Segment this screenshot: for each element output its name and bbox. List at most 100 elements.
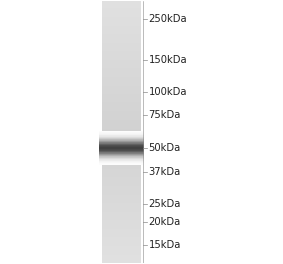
Bar: [102, 197, 142, 198]
Bar: [102, 71, 142, 72]
Bar: [102, 123, 142, 124]
Bar: [102, 96, 142, 97]
Bar: [102, 110, 142, 111]
Bar: [102, 153, 142, 155]
Bar: [102, 46, 142, 48]
Bar: [102, 90, 142, 91]
Bar: [102, 187, 142, 188]
Bar: [102, 185, 142, 186]
Bar: [102, 18, 142, 19]
Bar: [102, 6, 142, 7]
Text: 50kDa: 50kDa: [149, 143, 181, 153]
Bar: [102, 83, 142, 84]
Bar: [102, 190, 142, 191]
Bar: [102, 50, 142, 51]
Bar: [102, 250, 142, 251]
Bar: [102, 152, 142, 153]
Bar: [102, 94, 142, 95]
Bar: [102, 180, 142, 181]
Bar: [102, 105, 142, 106]
Bar: [102, 4, 142, 6]
Bar: [102, 261, 142, 262]
Bar: [102, 161, 142, 162]
Bar: [99, 152, 144, 153]
Bar: [102, 103, 142, 104]
Bar: [102, 248, 142, 249]
Bar: [102, 134, 142, 135]
Bar: [102, 98, 142, 99]
Bar: [102, 12, 142, 13]
Bar: [99, 160, 144, 161]
Bar: [102, 53, 142, 54]
Text: 100kDa: 100kDa: [149, 87, 187, 97]
Bar: [102, 12, 142, 13]
Bar: [102, 30, 142, 31]
Bar: [102, 37, 142, 38]
Bar: [102, 218, 142, 219]
Bar: [102, 252, 142, 253]
Bar: [102, 41, 142, 42]
Bar: [102, 215, 142, 216]
Bar: [102, 256, 142, 257]
Bar: [102, 208, 142, 210]
Bar: [102, 45, 142, 46]
Bar: [102, 159, 142, 160]
Bar: [102, 51, 142, 52]
Bar: [102, 223, 142, 224]
Bar: [102, 213, 142, 214]
Bar: [102, 237, 142, 238]
Bar: [102, 182, 142, 183]
Text: 25kDa: 25kDa: [149, 199, 181, 209]
Bar: [102, 202, 142, 203]
Bar: [102, 20, 142, 21]
Bar: [102, 116, 142, 117]
Bar: [102, 130, 142, 131]
Bar: [102, 232, 142, 233]
Bar: [99, 156, 144, 157]
Bar: [102, 54, 142, 55]
Bar: [102, 32, 142, 33]
Bar: [102, 231, 142, 232]
Bar: [102, 214, 142, 216]
Bar: [102, 115, 142, 116]
Bar: [102, 79, 142, 81]
Bar: [102, 99, 142, 100]
Bar: [102, 135, 142, 136]
Bar: [102, 86, 142, 87]
Bar: [102, 89, 142, 90]
Bar: [102, 241, 142, 242]
Bar: [102, 167, 142, 168]
Bar: [99, 154, 144, 155]
Bar: [102, 42, 142, 43]
Bar: [102, 59, 142, 61]
Bar: [102, 191, 142, 192]
Bar: [102, 163, 142, 164]
Bar: [102, 17, 142, 18]
Bar: [102, 78, 142, 79]
Bar: [102, 211, 142, 212]
Bar: [102, 194, 142, 196]
Bar: [102, 147, 142, 149]
Bar: [102, 2, 142, 3]
Bar: [99, 134, 144, 135]
Bar: [102, 93, 142, 95]
Bar: [102, 93, 142, 94]
Bar: [102, 145, 142, 146]
Bar: [102, 176, 142, 177]
Bar: [99, 143, 144, 144]
Bar: [102, 148, 142, 149]
Text: 20kDa: 20kDa: [149, 216, 181, 227]
Bar: [102, 61, 142, 62]
Bar: [102, 236, 142, 237]
Bar: [102, 56, 142, 57]
Bar: [102, 126, 142, 128]
Bar: [102, 255, 142, 257]
Bar: [102, 229, 142, 230]
Bar: [102, 24, 142, 25]
Bar: [102, 39, 142, 41]
Bar: [102, 15, 142, 16]
Bar: [99, 161, 144, 162]
Bar: [99, 146, 144, 147]
Text: 15kDa: 15kDa: [149, 240, 181, 250]
Bar: [102, 246, 142, 247]
